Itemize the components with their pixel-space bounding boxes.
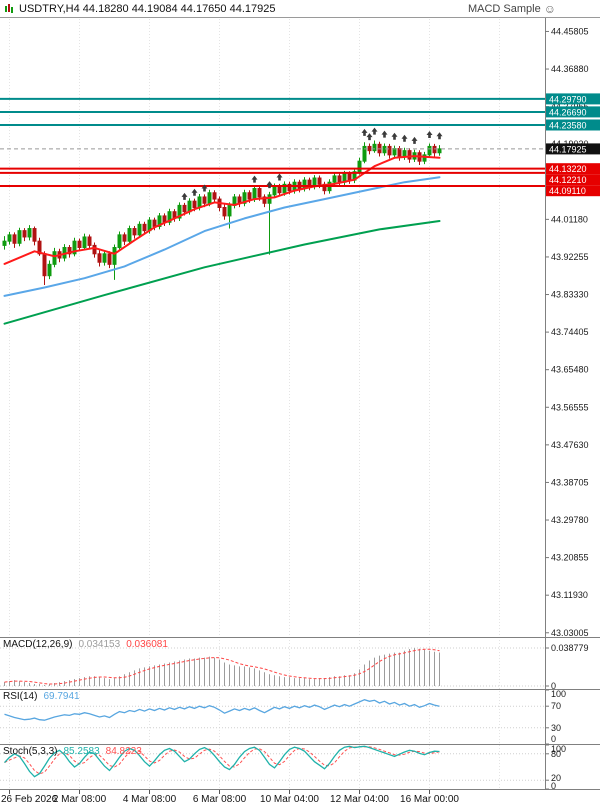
- macd-signal-line: [4, 648, 440, 685]
- svg-text:43.65480: 43.65480: [551, 365, 589, 375]
- svg-text:44.23580: 44.23580: [549, 121, 587, 131]
- svg-text:30: 30: [551, 723, 561, 733]
- macd-main-value: 0.034153: [78, 639, 121, 650]
- ma-mid-blue[interactable]: [3, 176, 441, 297]
- svg-text:12 Mar 04:00: 12 Mar 04:00: [330, 794, 389, 805]
- svg-text:43.29780: 43.29780: [551, 515, 589, 525]
- ea-label: MACD Sample ☺: [468, 3, 556, 15]
- ea-name: MACD Sample: [467, 2, 541, 15]
- macd-signal-value: 0.036081: [126, 639, 168, 650]
- stoch-panel-header: Stoch(5,3,3) 85.2583 84.8223: [3, 746, 142, 757]
- svg-text:2 Mar 08:00: 2 Mar 08:00: [53, 794, 107, 805]
- svg-text:44.26690: 44.26690: [549, 107, 587, 117]
- symbol-ohlc-readout: USDTRY,H4 44.18280 44.19084 44.17650 44.…: [19, 2, 276, 15]
- horizontal-level-lines: [0, 97, 545, 187]
- svg-text:6 Mar 08:00: 6 Mar 08:00: [193, 794, 247, 805]
- svg-text:10 Mar 04:00: 10 Mar 04:00: [260, 794, 319, 805]
- moving-average-lines: [3, 155, 441, 325]
- svg-text:0: 0: [551, 781, 556, 791]
- svg-text:44.09110: 44.09110: [549, 186, 586, 196]
- svg-text:16 Mar 00:00: 16 Mar 00:00: [400, 794, 459, 805]
- svg-text:0: 0: [551, 734, 556, 744]
- stoch-signal-value: 84.8223: [105, 746, 142, 757]
- stoch-main-value: 85.2583: [63, 746, 100, 757]
- stoch-main-line: [4, 745, 440, 778]
- trade-arrow-markers: [181, 127, 443, 200]
- rsi-panel: 100 70 300: [0, 689, 566, 745]
- svg-text:44.17925: 44.17925: [549, 144, 587, 154]
- svg-text:44.36880: 44.36880: [551, 64, 589, 74]
- svg-text:80: 80: [551, 749, 561, 759]
- macd-panel: 0.038779 0: [0, 643, 589, 691]
- rsi-panel-header: RSI(14) 69.7941: [3, 691, 80, 702]
- svg-text:70: 70: [551, 701, 561, 711]
- chart-title-bar: USDTRY,H4 44.18280 44.19084 44.17650 44.…: [0, 0, 600, 18]
- svg-text:44.13220: 44.13220: [549, 164, 587, 174]
- panel-separators: [0, 637, 600, 790]
- grid-lines: [9, 19, 500, 789]
- ma-slow-green[interactable]: [3, 220, 441, 325]
- candlestick-chart-icon: [4, 3, 14, 14]
- svg-text:0: 0: [551, 681, 556, 691]
- svg-text:100: 100: [551, 689, 566, 699]
- macd-panel-header: MACD(12,26,9) 0.034153 0.036081: [3, 639, 168, 650]
- rsi-label: RSI(14): [3, 691, 38, 702]
- svg-text:43.92255: 43.92255: [551, 252, 589, 262]
- svg-text:43.47630: 43.47630: [551, 440, 589, 450]
- rsi-value: 69.7941: [43, 691, 80, 702]
- svg-text:43.38705: 43.38705: [551, 477, 589, 487]
- svg-text:4 Mar 08:00: 4 Mar 08:00: [123, 794, 177, 805]
- macd-label: MACD(12,26,9): [3, 639, 73, 650]
- svg-text:26 Feb 2026: 26 Feb 2026: [1, 794, 58, 805]
- svg-text:44.01180: 44.01180: [551, 214, 588, 224]
- svg-text:44.29790: 44.29790: [549, 94, 587, 104]
- svg-text:20: 20: [551, 773, 561, 783]
- svg-text:44.45805: 44.45805: [551, 26, 589, 36]
- svg-text:43.20855: 43.20855: [551, 553, 589, 563]
- ea-smiley-icon[interactable]: ☺: [543, 1, 556, 16]
- stoch-label: Stoch(5,3,3): [3, 746, 58, 757]
- price-axis: 44.4580544.3688044.2795544.1903044.10105…: [545, 18, 600, 790]
- svg-text:43.11930: 43.11930: [551, 590, 588, 600]
- stoch-signal-line: [4, 746, 440, 775]
- svg-text:44.12210: 44.12210: [549, 175, 587, 185]
- svg-text:43.03005: 43.03005: [551, 628, 589, 638]
- svg-text:43.83330: 43.83330: [551, 290, 589, 300]
- svg-text:100: 100: [551, 744, 566, 754]
- rsi-line: [4, 699, 440, 721]
- svg-text:0.038779: 0.038779: [551, 643, 589, 653]
- svg-text:43.56555: 43.56555: [551, 402, 589, 412]
- svg-text:43.74405: 43.74405: [551, 327, 589, 337]
